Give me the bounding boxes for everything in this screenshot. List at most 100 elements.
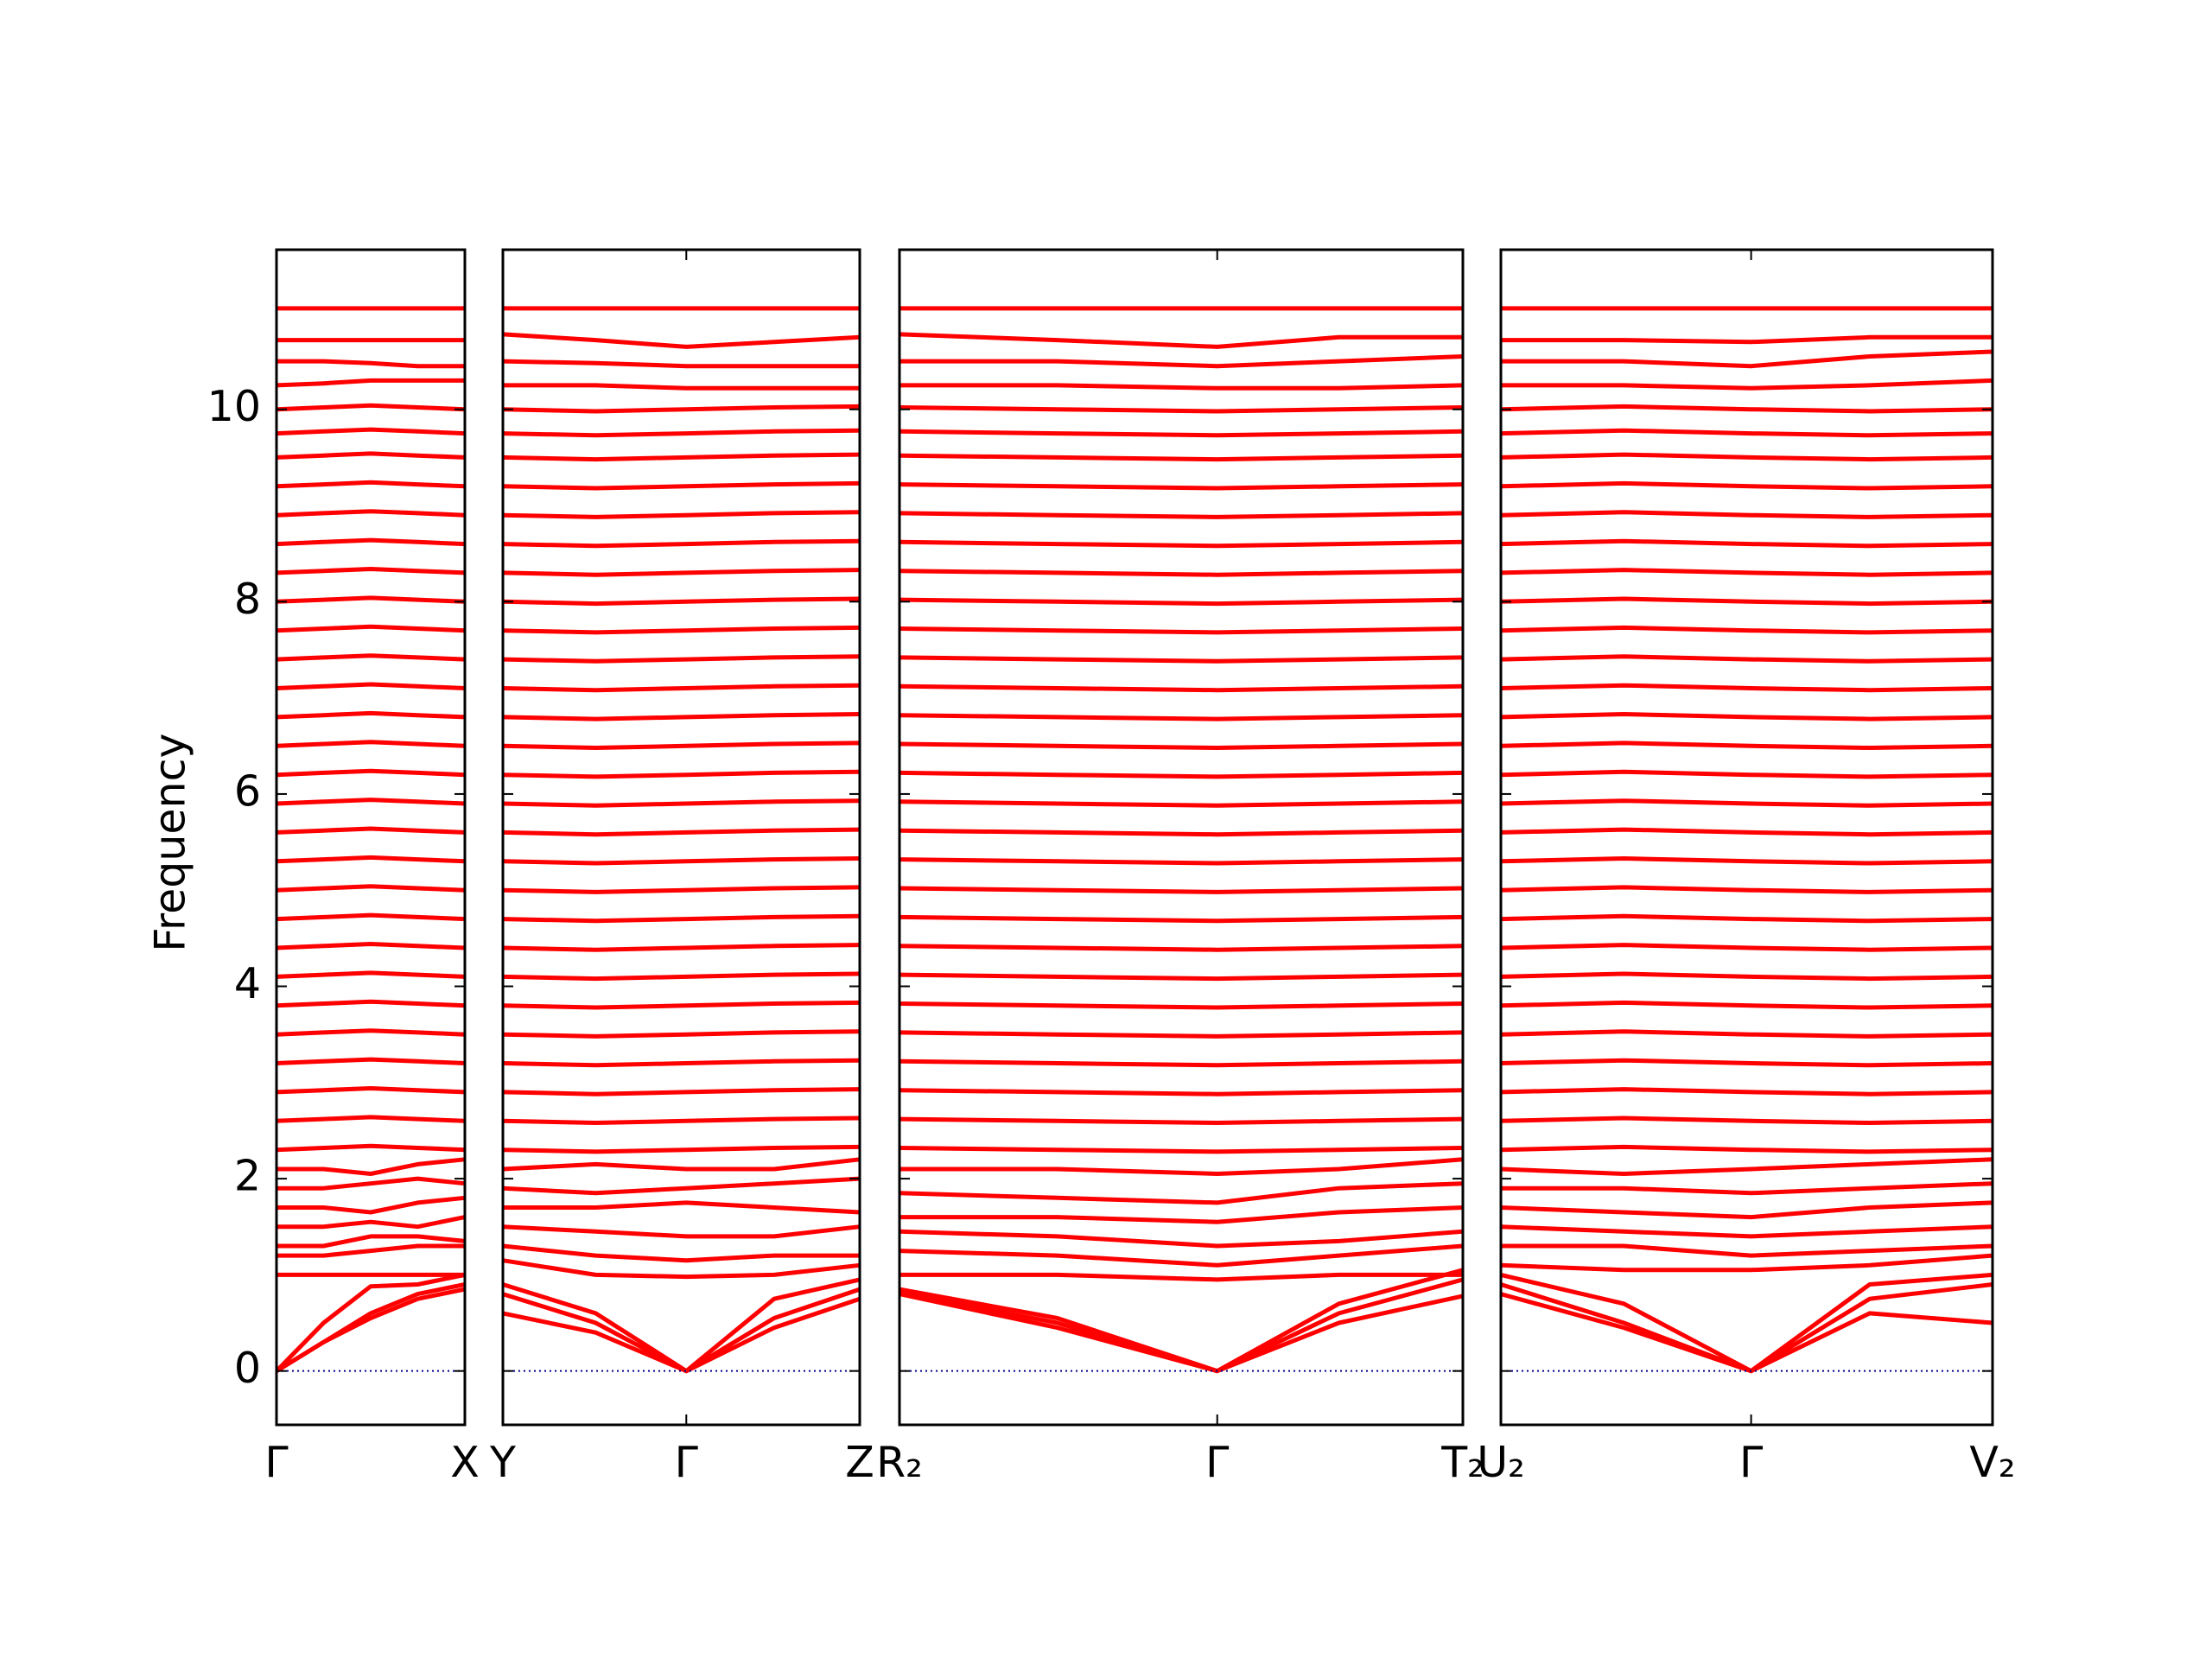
y-tick-label: 0 (234, 1344, 261, 1393)
band (899, 429, 1464, 438)
band (275, 1282, 466, 1373)
band (1500, 1058, 1993, 1068)
x-tick-label: U₂ (1477, 1438, 1525, 1487)
band (276, 567, 466, 575)
x-tick-label: V₂ (1969, 1438, 2015, 1487)
band (1500, 741, 1993, 750)
band (899, 1116, 1464, 1125)
band (502, 452, 861, 462)
band (502, 480, 861, 491)
band (276, 1086, 466, 1095)
band (899, 1181, 1464, 1205)
band (1500, 1087, 1993, 1096)
band (276, 1176, 466, 1191)
band (899, 1058, 1464, 1068)
band (276, 740, 466, 748)
band (276, 653, 466, 662)
band (275, 1272, 466, 1373)
x-tick-label: Γ (675, 1438, 699, 1487)
band (1501, 378, 1993, 391)
band (1500, 428, 1993, 438)
band (1501, 334, 1993, 345)
band (502, 1157, 861, 1172)
band (1500, 1157, 1993, 1176)
band (1501, 1243, 1993, 1258)
band (899, 944, 1464, 952)
band (276, 826, 466, 835)
band (899, 383, 1464, 391)
band (1500, 798, 1993, 808)
band (502, 596, 861, 607)
band (276, 768, 466, 778)
band (276, 378, 465, 388)
band (276, 999, 466, 1008)
band (1500, 596, 1993, 607)
band (276, 1028, 466, 1037)
band (275, 1287, 466, 1373)
band (276, 1143, 466, 1153)
band (1500, 1144, 1993, 1154)
band (276, 1057, 466, 1065)
band (502, 625, 861, 635)
band (502, 332, 861, 349)
band (899, 1229, 1464, 1249)
y-tick-label: 8 (234, 575, 261, 624)
band (1500, 943, 1993, 952)
band (1500, 1282, 1993, 1374)
band (502, 510, 861, 519)
band (899, 1243, 1464, 1268)
band (276, 912, 466, 922)
band (899, 1157, 1464, 1176)
band (502, 1000, 861, 1010)
band (1500, 1200, 1993, 1220)
band (502, 654, 861, 664)
band (1500, 1000, 1993, 1010)
x-tick-label: Γ (1739, 1438, 1764, 1487)
band (276, 855, 466, 864)
band (1501, 349, 1993, 369)
band (276, 1115, 466, 1123)
band (899, 828, 1464, 837)
band (502, 1087, 861, 1096)
band (502, 1058, 861, 1068)
panel-frame (501, 248, 861, 1427)
band (899, 886, 1464, 894)
band (276, 1234, 466, 1249)
band (502, 359, 860, 369)
band (1500, 510, 1993, 519)
band (502, 1144, 861, 1154)
band (1500, 568, 1993, 577)
band (1500, 1029, 1993, 1039)
band (502, 683, 861, 693)
band (899, 1272, 1463, 1282)
band (502, 428, 861, 438)
band (276, 1215, 466, 1230)
x-tick-label: Y (489, 1438, 517, 1487)
band (276, 1157, 466, 1176)
band (899, 1146, 1464, 1154)
band (276, 595, 466, 604)
band (1501, 1181, 1993, 1196)
band (276, 884, 466, 893)
band (502, 769, 861, 779)
band (503, 383, 860, 391)
band (502, 741, 861, 750)
band (899, 332, 1463, 349)
band (1500, 404, 1993, 414)
band (1500, 827, 1993, 837)
band (276, 710, 466, 720)
band (1500, 538, 1993, 549)
band (899, 597, 1464, 607)
band (502, 971, 861, 982)
band (502, 404, 861, 414)
band (1500, 971, 1993, 982)
band (899, 1030, 1464, 1039)
band (276, 970, 466, 979)
band (899, 1001, 1464, 1010)
band (899, 569, 1464, 577)
band (276, 537, 466, 547)
y-axis-label: Frequency (146, 733, 195, 951)
band (1500, 654, 1993, 664)
band (1500, 885, 1993, 894)
